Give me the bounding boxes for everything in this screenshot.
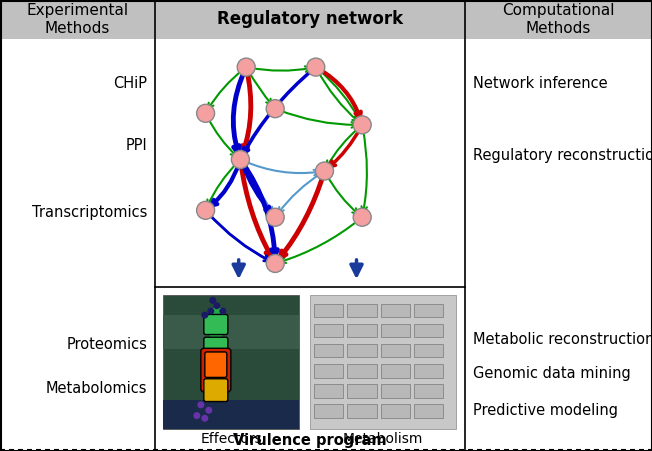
Text: Metabolism: Metabolism [343,432,423,446]
Bar [314,405,343,418]
Bar [381,324,410,337]
Bar [0,0,652,39]
Bar [314,364,343,377]
Bar [381,384,410,398]
Text: Effectors: Effectors [200,432,262,446]
Circle shape [198,401,204,408]
Bar [348,384,376,398]
Text: PPI: PPI [125,138,147,153]
Text: CHiP: CHiP [113,76,147,91]
FancyBboxPatch shape [204,314,228,335]
Text: Computational
Methods: Computational Methods [502,3,615,36]
Bar [314,324,343,337]
Bar [163,400,299,429]
Bar [163,315,299,349]
Text: Regulatory reconstruction: Regulatory reconstruction [473,148,652,163]
Circle shape [205,407,213,414]
FancyBboxPatch shape [204,337,228,357]
FancyBboxPatch shape [201,348,231,392]
Circle shape [353,116,371,134]
Circle shape [307,58,325,76]
Bar [314,344,343,358]
Bar [414,405,443,418]
Circle shape [197,201,215,219]
Circle shape [266,208,284,226]
Circle shape [213,302,220,309]
Bar [348,405,376,418]
Bar [348,304,376,317]
Text: Experimental
Methods: Experimental Methods [27,3,128,36]
Bar [163,295,299,429]
Bar [314,304,343,317]
Bar [381,304,410,317]
Circle shape [209,297,216,304]
Text: Transcriptomics: Transcriptomics [32,205,147,220]
Bar [381,364,410,377]
Text: Metabolic reconstruction: Metabolic reconstruction [473,332,652,347]
Bar [310,295,456,429]
Circle shape [201,312,209,318]
Circle shape [353,208,371,226]
Circle shape [207,308,215,315]
Bar [414,384,443,398]
Text: Regulatory network: Regulatory network [217,10,403,28]
Circle shape [316,162,334,180]
Bar [414,324,443,337]
Bar [381,344,410,358]
Circle shape [266,100,284,118]
Circle shape [231,151,250,169]
Circle shape [219,308,226,315]
Text: Metabolomics: Metabolomics [46,381,147,396]
Bar [210,308,222,396]
Bar [348,364,376,377]
Bar [414,344,443,358]
Text: Genomic data mining: Genomic data mining [473,366,630,382]
FancyBboxPatch shape [204,379,228,401]
Bar [348,324,376,337]
Bar [414,364,443,377]
Bar [348,344,376,358]
Circle shape [237,58,255,76]
Bar [314,384,343,398]
Circle shape [201,415,209,422]
Circle shape [194,412,200,419]
Bar [381,405,410,418]
Text: Virulence program: Virulence program [233,433,387,448]
Circle shape [197,104,215,122]
Bar [414,304,443,317]
Circle shape [266,254,284,272]
Text: Predictive modeling: Predictive modeling [473,402,618,418]
Text: Network inference: Network inference [473,76,608,91]
FancyBboxPatch shape [205,352,227,377]
Text: Proteomics: Proteomics [66,337,147,352]
